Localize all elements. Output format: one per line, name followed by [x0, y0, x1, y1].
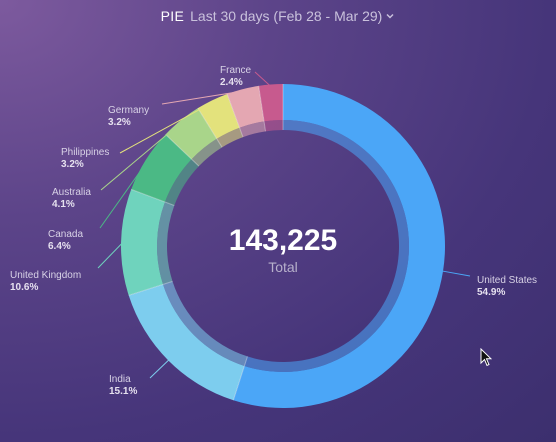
- slice-separator: [226, 93, 244, 138]
- slice-india[interactable]: [128, 284, 245, 401]
- date-range-label: Last 30 days (Feb 28 - Mar 29): [190, 8, 383, 24]
- date-range-dropdown[interactable]: Last 30 days (Feb 28 - Mar 29): [190, 8, 395, 24]
- leader-line-united-states: [440, 270, 471, 277]
- slice-inner-band-philippines: [216, 127, 243, 148]
- slice-separator: [197, 107, 223, 148]
- center-total-label: Total: [268, 259, 298, 275]
- slice-label-united-kingdom: United Kingdom: [10, 270, 81, 281]
- slice-label-philippines: Philippines: [61, 147, 109, 158]
- slice-canada[interactable]: [131, 134, 192, 202]
- slice-separator: [258, 85, 267, 132]
- chart-title: PIE: [160, 8, 185, 24]
- slice-inner-band-australia: [191, 138, 223, 167]
- slice-inner-band-france: [264, 120, 283, 132]
- slice-percent-australia: 4.1%: [52, 199, 75, 210]
- leader-line-india: [149, 358, 171, 379]
- center-total-value: 143,225: [229, 224, 337, 257]
- chevron-down-icon: [386, 13, 394, 19]
- slice-inner-band-india: [162, 281, 248, 366]
- slice-label-germany: Germany: [108, 105, 149, 116]
- slice-label-canada: Canada: [48, 229, 83, 240]
- slice-separator: [232, 356, 248, 401]
- slice-label-united-states: United States: [477, 275, 537, 286]
- leader-line-germany: [161, 90, 244, 105]
- slice-percent-india: 15.1%: [109, 386, 137, 397]
- slice-separator: [128, 280, 173, 296]
- slice-percent-philippines: 3.2%: [61, 159, 84, 170]
- leader-line-united-kingdom: [97, 241, 124, 269]
- slice-inner-band-germany: [239, 121, 266, 138]
- slice-percent-france: 2.4%: [220, 77, 243, 88]
- leader-line-philippines: [119, 101, 214, 154]
- slice-percent-united-states: 54.9%: [477, 287, 505, 298]
- chart-header: PIE Last 30 days (Feb 28 - Mar 29): [0, 6, 556, 26]
- slice-label-france: France: [220, 65, 252, 76]
- slice-label-india: India: [109, 374, 131, 385]
- mouse-cursor-icon: [480, 348, 492, 367]
- slices-group: [121, 84, 445, 408]
- slice-france[interactable]: [258, 84, 283, 122]
- slice-percent-germany: 3.2%: [108, 117, 131, 128]
- leader-line-canada: [99, 160, 148, 229]
- leader-line-australia: [100, 121, 183, 191]
- slice-percent-canada: 6.4%: [48, 241, 71, 252]
- slice-inner-band-canada: [164, 159, 199, 206]
- slice-separator: [131, 188, 175, 206]
- slice-united-kingdom[interactable]: [121, 189, 165, 296]
- slice-separator: [165, 134, 200, 167]
- leader-line-france: [254, 71, 272, 87]
- inner-ring-group: [128, 84, 409, 401]
- slice-percent-united-kingdom: 10.6%: [10, 282, 38, 293]
- slice-germany[interactable]: [227, 85, 265, 128]
- slice-label-australia: Australia: [52, 187, 91, 198]
- slice-australia[interactable]: [165, 108, 217, 160]
- slice-inner-band-united-kingdom: [157, 201, 175, 285]
- slice-united-states[interactable]: [233, 84, 445, 408]
